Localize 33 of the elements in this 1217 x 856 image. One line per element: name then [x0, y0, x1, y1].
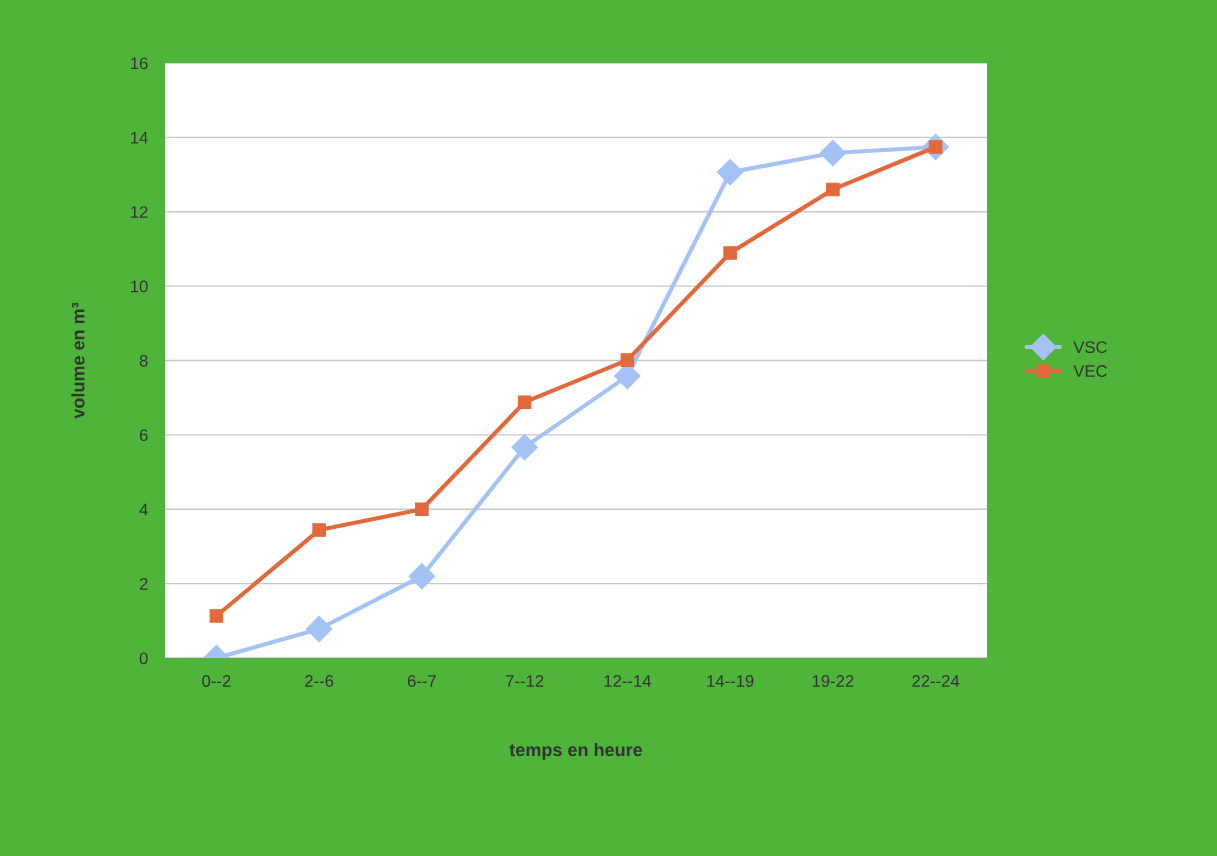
- x-tick-label: 12--14: [604, 675, 651, 687]
- point: [620, 353, 635, 367]
- point: [716, 159, 744, 186]
- point: [408, 562, 436, 590]
- y-tick-label: 10: [131, 280, 148, 293]
- x-axis-title: temps en heure: [509, 742, 643, 760]
- point: [209, 609, 224, 623]
- point: [826, 182, 840, 197]
- point: [517, 395, 532, 409]
- y-axis-title: volume en m³: [71, 302, 85, 419]
- point: [723, 246, 737, 260]
- x-tick-label: 14--19: [707, 675, 754, 687]
- point: [305, 615, 333, 643]
- x-tick-label: 6--7: [407, 675, 436, 687]
- x-tick-label: 22--24: [912, 675, 960, 687]
- x-tick-label: 0--2: [202, 675, 231, 687]
- point: [312, 523, 326, 537]
- x-tick-label: 7--12: [506, 675, 544, 687]
- x-tick-label: 2--6: [305, 675, 334, 687]
- point: [511, 433, 538, 461]
- legend-label: VSC: [1073, 341, 1107, 354]
- y-tick-label: 8: [139, 354, 148, 367]
- y-tick-label: 12: [131, 206, 148, 218]
- y-tick-label: 2: [139, 578, 148, 590]
- legend-label: VEC: [1073, 365, 1107, 377]
- y-tick-label: 6: [139, 429, 148, 442]
- y-tick-label: 16: [131, 57, 148, 70]
- x-tick-label: 19-22: [812, 675, 854, 687]
- y-tick-label: 14: [131, 131, 148, 144]
- y-tick-label: 0: [139, 652, 148, 665]
- y-tick-label: 4: [139, 503, 148, 516]
- point: [819, 139, 847, 167]
- point: [415, 502, 429, 517]
